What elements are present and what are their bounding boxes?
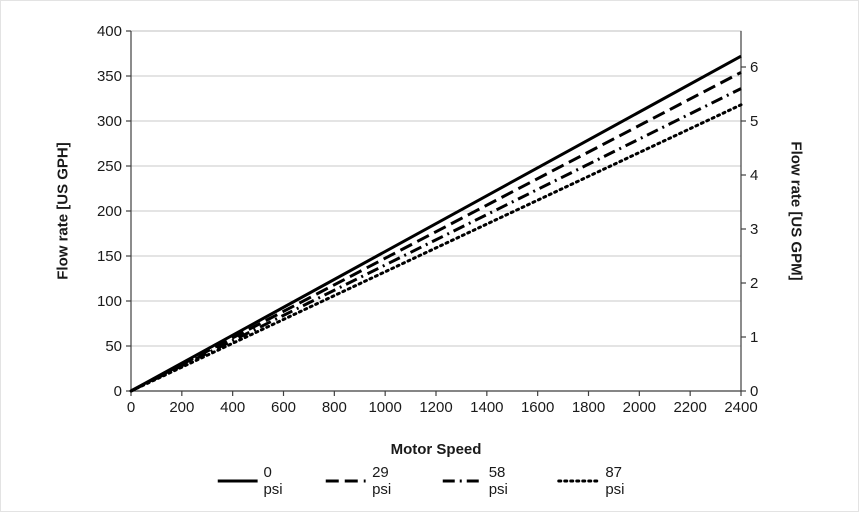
- x-tick-label: 2200: [673, 399, 706, 416]
- x-tick-label: 200: [169, 399, 194, 416]
- left-y-tick-label: 150: [97, 248, 122, 265]
- x-tick-label: 0: [127, 399, 135, 416]
- right-y-tick-label: 4: [750, 167, 758, 184]
- left-y-axis-title: Flow rate [US GPH]: [54, 142, 72, 280]
- right-y-tick-label: 0: [750, 383, 758, 400]
- x-tick-label: 2400: [724, 399, 757, 416]
- legend-label: 87 psi: [605, 464, 625, 498]
- left-y-tick-label: 350: [97, 68, 122, 85]
- right-y-tick-label: 1: [750, 329, 758, 346]
- x-tick-label: 400: [220, 399, 245, 416]
- left-y-tick-label: 250: [97, 158, 122, 175]
- legend: 0 psi 29 psi 58 psi 87 psi: [215, 464, 644, 498]
- legend-label: 0 psi: [263, 464, 283, 498]
- x-tick-label: 1200: [419, 399, 452, 416]
- x-tick-label: 800: [322, 399, 347, 416]
- left-y-tick-label: 400: [97, 23, 122, 40]
- legend-item: 0 psi: [215, 464, 294, 498]
- legend-label: 58 psi: [488, 464, 508, 498]
- legend-line-sample: [217, 479, 258, 483]
- legend-item: 87 psi: [557, 464, 644, 498]
- left-y-tick-label: 200: [97, 203, 122, 220]
- legend-item: 29 psi: [324, 464, 411, 498]
- x-tick-label: 1400: [470, 399, 503, 416]
- x-tick-label: 1000: [368, 399, 401, 416]
- left-y-tick-label: 300: [97, 113, 122, 130]
- right-y-tick-label: 6: [750, 59, 758, 76]
- left-y-tick-label: 0: [114, 383, 122, 400]
- series-line-58-psi: [130, 87, 742, 393]
- x-tick-label: 1600: [521, 399, 554, 416]
- right-y-tick-label: 3: [750, 221, 758, 238]
- x-tick-label: 600: [271, 399, 296, 416]
- right-y-tick-label: 5: [750, 113, 758, 130]
- x-tick-label: 1800: [572, 399, 605, 416]
- right-y-axis-title: Flow rate [US GPM]: [787, 141, 805, 281]
- right-y-tick-label: 2: [750, 275, 758, 292]
- legend-line-sample: [557, 479, 600, 483]
- left-y-tick-label: 50: [105, 338, 122, 355]
- left-y-tick-label: 100: [97, 293, 122, 310]
- legend-label: 29 psi: [372, 464, 392, 498]
- x-tick-label: 2000: [623, 399, 656, 416]
- legend-line-sample: [325, 479, 366, 483]
- legend-line-sample: [442, 479, 483, 483]
- series-line-29-psi: [130, 71, 742, 393]
- x-axis-title: Motor Speed: [390, 441, 482, 458]
- series-line-87-psi: [129, 103, 743, 393]
- series-line-0-psi: [130, 54, 742, 393]
- legend-item: 58 psi: [440, 464, 527, 498]
